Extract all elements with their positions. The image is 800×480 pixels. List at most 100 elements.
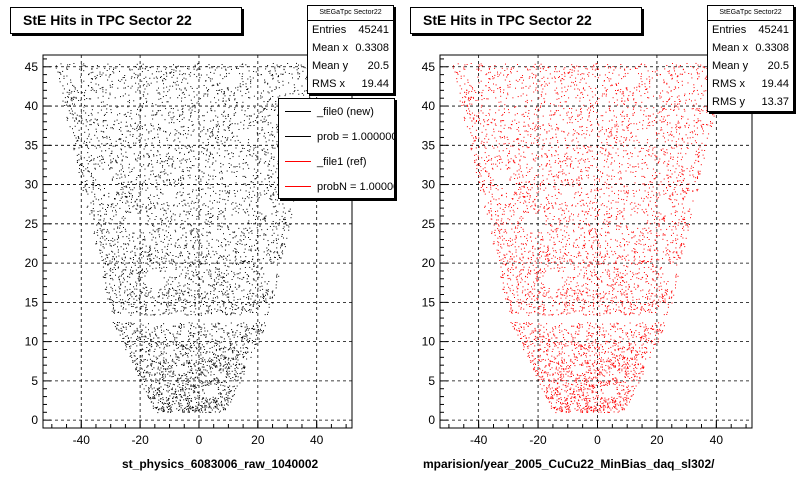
- scatter-point: [252, 302, 254, 303]
- scatter-point: [203, 392, 205, 394]
- scatter-point: [194, 398, 196, 400]
- scatter-point: [151, 103, 153, 105]
- scatter-point: [213, 127, 214, 129]
- scatter-point: [232, 293, 234, 295]
- scatter-point: [246, 347, 248, 349]
- scatter-point: [120, 246, 122, 248]
- scatter-point: [185, 236, 187, 238]
- scatter-point: [83, 106, 85, 108]
- scatter-point: [80, 176, 82, 177]
- scatter-point: [187, 127, 189, 128]
- scatter-point: [193, 207, 195, 209]
- scatter-point: [272, 96, 274, 97]
- scatter-point: [160, 351, 162, 353]
- scatter-point: [236, 102, 238, 104]
- scatter-point: [224, 129, 226, 131]
- scatter-point: [154, 348, 156, 350]
- scatter-point: [191, 388, 192, 390]
- scatter-point: [189, 346, 191, 348]
- scatter-point: [254, 210, 256, 212]
- scatter-point: [154, 396, 156, 398]
- scatter-point: [166, 303, 167, 305]
- scatter-point: [230, 118, 232, 120]
- scatter-point: [241, 363, 243, 365]
- scatter-point: [238, 227, 240, 229]
- scatter-point: [110, 167, 112, 168]
- scatter-point: [217, 355, 219, 357]
- scatter-point: [126, 196, 128, 198]
- scatter-point: [84, 99, 86, 101]
- scatter-point: [238, 286, 240, 288]
- scatter-point: [208, 384, 210, 386]
- scatter-point: [236, 205, 238, 207]
- scatter-point: [226, 403, 227, 405]
- scatter-point: [62, 70, 64, 72]
- scatter-point: [217, 228, 219, 230]
- scatter-point: [66, 104, 68, 106]
- scatter-point: [220, 355, 222, 357]
- scatter-point: [259, 223, 261, 225]
- scatter-point: [275, 226, 277, 228]
- scatter-point: [102, 266, 104, 268]
- scatter-point: [288, 82, 290, 84]
- scatter-point: [139, 373, 140, 375]
- scatter-point: [203, 128, 205, 130]
- scatter-point: [225, 104, 227, 105]
- scatter-point: [183, 178, 185, 180]
- scatter-point: [170, 355, 171, 357]
- scatter-point: [243, 233, 245, 235]
- scatter-point: [158, 174, 159, 176]
- scatter-point: [138, 192, 140, 194]
- scatter-point: [224, 357, 226, 359]
- scatter-point: [303, 66, 305, 68]
- scatter-point: [208, 341, 210, 343]
- scatter-point: [175, 242, 177, 244]
- scatter-point: [126, 236, 128, 238]
- scatter-point: [260, 282, 262, 284]
- scatter-point: [184, 298, 186, 300]
- scatter-point: [184, 153, 185, 155]
- scatter-point: [117, 324, 119, 326]
- scatter-point: [249, 154, 251, 156]
- scatter-point: [92, 177, 94, 179]
- scatter-point: [137, 68, 139, 70]
- scatter-point: [151, 397, 153, 399]
- scatter-point: [232, 395, 234, 397]
- scatter-point: [191, 124, 193, 126]
- scatter-point: [220, 369, 222, 371]
- scatter-point: [128, 94, 130, 96]
- scatter-point: [256, 132, 258, 134]
- scatter-point: [221, 190, 223, 192]
- scatter-point: [102, 168, 104, 170]
- scatter-point: [168, 147, 170, 149]
- scatter-point: [183, 411, 185, 413]
- scatter-point: [263, 118, 265, 120]
- scatter-point: [222, 368, 224, 370]
- scatter-point: [212, 134, 214, 136]
- scatter-point: [137, 370, 139, 372]
- scatter-point: [114, 97, 116, 99]
- scatter-point: [122, 216, 124, 218]
- scatter-point: [136, 183, 137, 185]
- scatter-point: [179, 88, 181, 90]
- scatter-point: [235, 66, 237, 68]
- scatter-point: [182, 294, 184, 296]
- scatter-point: [165, 131, 167, 133]
- scatter-point: [218, 411, 220, 413]
- scatter-point: [153, 196, 155, 197]
- scatter-point: [106, 286, 108, 288]
- scatter-point: [213, 345, 215, 347]
- scatter-point: [186, 405, 188, 407]
- scatter-point: [128, 323, 129, 325]
- scatter-point: [209, 151, 211, 153]
- scatter-point: [201, 293, 203, 294]
- scatter-point: [82, 123, 84, 125]
- scatter-point: [160, 158, 161, 159]
- scatter-point: [127, 106, 129, 108]
- scatter-point: [243, 228, 245, 230]
- scatter-point: [164, 337, 166, 338]
- scatter-point: [264, 193, 266, 195]
- scatter-point: [154, 342, 156, 344]
- scatter-point: [75, 117, 77, 119]
- scatter-point: [98, 219, 100, 221]
